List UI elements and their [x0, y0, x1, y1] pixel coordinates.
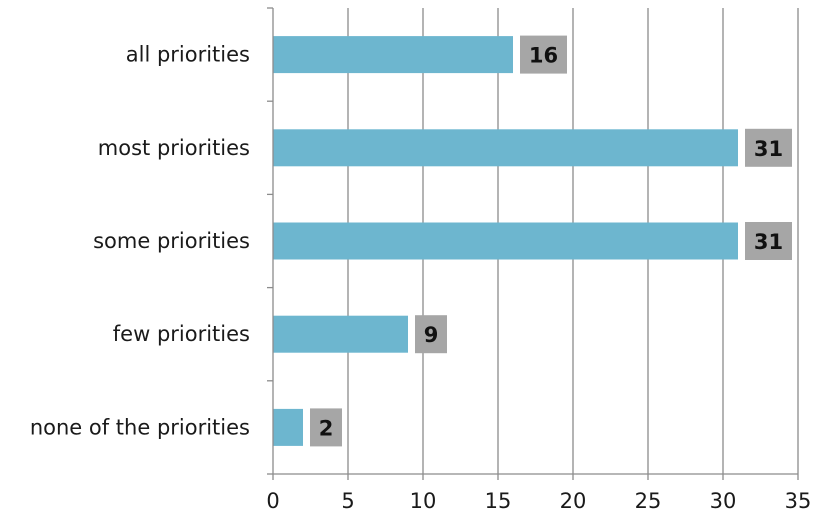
x-tick-label-25: 25: [635, 489, 662, 513]
data-label-0: 16: [529, 44, 558, 68]
category-label-4: none of the priorities: [30, 415, 250, 439]
data-label-bg-1: [745, 128, 792, 167]
x-tick-label-15: 15: [485, 489, 512, 513]
data-label-2: 31: [754, 230, 783, 254]
data-label-bg-4: [310, 408, 342, 447]
data-label-bg-3: [415, 315, 447, 354]
labels: 0 5 10 15 20 25 30 35 all priorities 16 most prior…: [30, 35, 812, 513]
x-tick-label-5: 5: [341, 489, 354, 513]
category-label-2: some priorities: [93, 229, 250, 253]
bar-3: [273, 315, 408, 353]
bar-0: [273, 36, 513, 74]
bars: [273, 36, 738, 446]
data-label-bg-0: [520, 35, 567, 74]
category-label-0: all priorities: [126, 43, 250, 67]
x-tick-label-35: 35: [785, 489, 812, 513]
bar-1: [273, 129, 738, 167]
data-label-3: 9: [424, 323, 439, 347]
bar-4: [273, 408, 303, 446]
data-label-1: 31: [754, 137, 783, 161]
axes: [267, 7, 799, 480]
data-label-4: 2: [319, 416, 334, 440]
category-label-3: few priorities: [113, 322, 250, 346]
x-tick-label-30: 30: [710, 489, 737, 513]
data-label-bg-2: [745, 222, 792, 260]
x-tick-label-0: 0: [266, 489, 279, 513]
bar-2: [273, 222, 738, 260]
category-label-1: most priorities: [98, 136, 250, 160]
x-tick-label-10: 10: [410, 489, 437, 513]
x-tick-label-20: 20: [560, 489, 587, 513]
